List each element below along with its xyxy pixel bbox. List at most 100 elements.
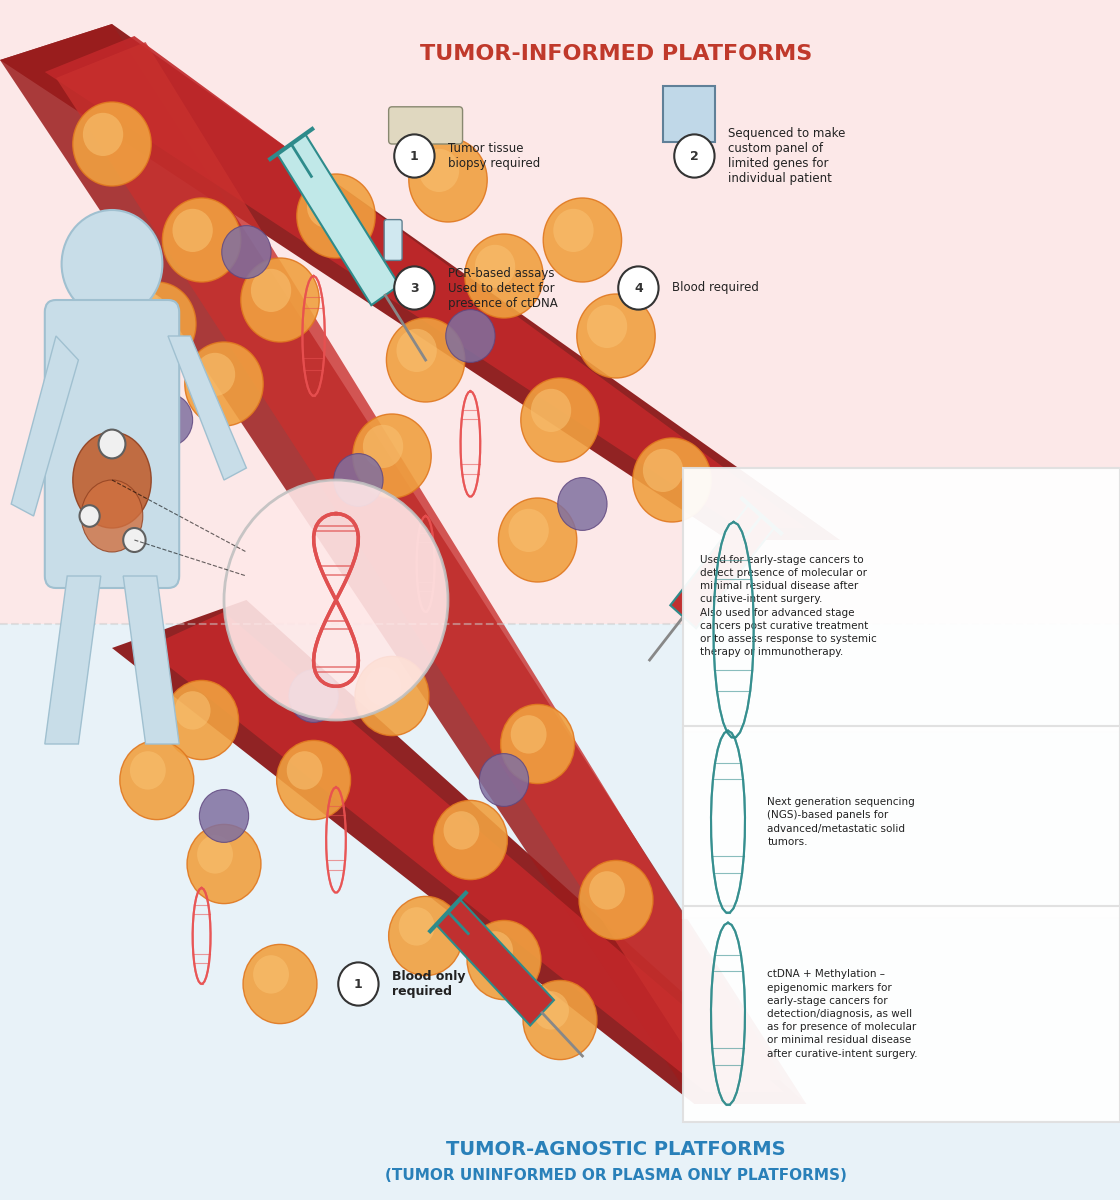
FancyBboxPatch shape	[0, 0, 1120, 624]
Circle shape	[396, 329, 437, 372]
Polygon shape	[56, 42, 784, 1080]
Polygon shape	[670, 504, 775, 629]
Circle shape	[433, 800, 507, 880]
Circle shape	[508, 509, 549, 552]
Circle shape	[533, 991, 569, 1030]
Text: Sequenced to make
custom panel of
limited genes for
individual patient: Sequenced to make custom panel of limite…	[728, 127, 846, 185]
Circle shape	[446, 310, 495, 362]
Circle shape	[130, 751, 166, 790]
Circle shape	[577, 294, 655, 378]
Circle shape	[444, 811, 479, 850]
Text: PCR-based assays
Used to detect for
presence of ctDNA: PCR-based assays Used to detect for pres…	[448, 266, 558, 310]
FancyBboxPatch shape	[663, 86, 715, 142]
Circle shape	[399, 907, 435, 946]
Circle shape	[477, 931, 513, 970]
Circle shape	[80, 505, 100, 527]
Polygon shape	[11, 336, 78, 516]
Circle shape	[475, 245, 515, 288]
Text: Blood only
required: Blood only required	[392, 970, 466, 998]
Circle shape	[128, 293, 168, 336]
FancyBboxPatch shape	[384, 220, 402, 260]
Circle shape	[543, 198, 622, 282]
Circle shape	[465, 234, 543, 318]
Text: 4: 4	[634, 282, 643, 294]
Circle shape	[172, 209, 213, 252]
FancyBboxPatch shape	[45, 300, 179, 588]
Circle shape	[289, 670, 338, 722]
Circle shape	[251, 269, 291, 312]
Circle shape	[123, 528, 146, 552]
Ellipse shape	[81, 480, 143, 552]
Text: 3: 3	[410, 282, 419, 294]
Circle shape	[222, 226, 271, 278]
Polygon shape	[168, 336, 246, 480]
Circle shape	[363, 425, 403, 468]
FancyBboxPatch shape	[389, 107, 463, 144]
Polygon shape	[0, 24, 840, 540]
Circle shape	[353, 414, 431, 498]
Text: TUMOR-INFORMED PLATFORMS: TUMOR-INFORMED PLATFORMS	[420, 44, 812, 64]
Text: Blood required: Blood required	[672, 282, 759, 294]
FancyBboxPatch shape	[683, 468, 1120, 732]
Circle shape	[187, 824, 261, 904]
Circle shape	[338, 962, 379, 1006]
Circle shape	[83, 113, 123, 156]
Polygon shape	[123, 576, 179, 744]
Text: 1: 1	[410, 150, 419, 162]
Circle shape	[511, 715, 547, 754]
Circle shape	[523, 980, 597, 1060]
Circle shape	[99, 430, 125, 458]
Circle shape	[674, 134, 715, 178]
Circle shape	[224, 480, 448, 720]
Circle shape	[531, 389, 571, 432]
Polygon shape	[436, 899, 554, 1026]
Circle shape	[120, 740, 194, 820]
Circle shape	[243, 944, 317, 1024]
Circle shape	[386, 318, 465, 402]
Circle shape	[394, 134, 435, 178]
Circle shape	[394, 266, 435, 310]
Circle shape	[73, 102, 151, 186]
Polygon shape	[0, 24, 806, 1104]
Circle shape	[175, 691, 211, 730]
Circle shape	[365, 667, 401, 706]
Circle shape	[419, 149, 459, 192]
Text: Next generation sequencing
(NGS)-based panels for
advanced/metastatic solid
tumo: Next generation sequencing (NGS)-based p…	[767, 797, 915, 847]
Circle shape	[185, 342, 263, 426]
Circle shape	[498, 498, 577, 582]
Polygon shape	[278, 134, 399, 305]
Circle shape	[118, 282, 196, 366]
Text: ctDNA + Methylation –
epigenomic markers for
early-stage cancers for
detection/d: ctDNA + Methylation – epigenomic markers…	[767, 970, 917, 1058]
Circle shape	[165, 680, 239, 760]
FancyBboxPatch shape	[683, 906, 1120, 1122]
FancyBboxPatch shape	[683, 726, 1120, 918]
Circle shape	[579, 860, 653, 940]
Circle shape	[618, 266, 659, 310]
Circle shape	[241, 258, 319, 342]
Text: Tumor tissue
biopsy required: Tumor tissue biopsy required	[448, 142, 540, 170]
Text: 1: 1	[354, 978, 363, 990]
Circle shape	[195, 353, 235, 396]
Circle shape	[197, 835, 233, 874]
Circle shape	[199, 790, 249, 842]
Text: TUMOR-AGNOSTIC PLATFORMS: TUMOR-AGNOSTIC PLATFORMS	[446, 1140, 786, 1159]
Polygon shape	[112, 600, 806, 1104]
Circle shape	[307, 185, 347, 228]
Circle shape	[589, 871, 625, 910]
Circle shape	[587, 305, 627, 348]
Circle shape	[409, 138, 487, 222]
Circle shape	[389, 896, 463, 976]
Text: 2: 2	[690, 150, 699, 162]
Circle shape	[633, 438, 711, 522]
Circle shape	[521, 378, 599, 462]
FancyBboxPatch shape	[0, 624, 1120, 1200]
Circle shape	[553, 209, 594, 252]
Circle shape	[334, 454, 383, 506]
Text: (TUMOR UNINFORMED OR PLASMA ONLY PLATFORMS): (TUMOR UNINFORMED OR PLASMA ONLY PLATFOR…	[385, 1169, 847, 1183]
Polygon shape	[45, 36, 806, 528]
Circle shape	[62, 210, 162, 318]
Circle shape	[143, 394, 193, 446]
Polygon shape	[45, 576, 101, 744]
Ellipse shape	[73, 432, 151, 528]
Circle shape	[479, 754, 529, 806]
